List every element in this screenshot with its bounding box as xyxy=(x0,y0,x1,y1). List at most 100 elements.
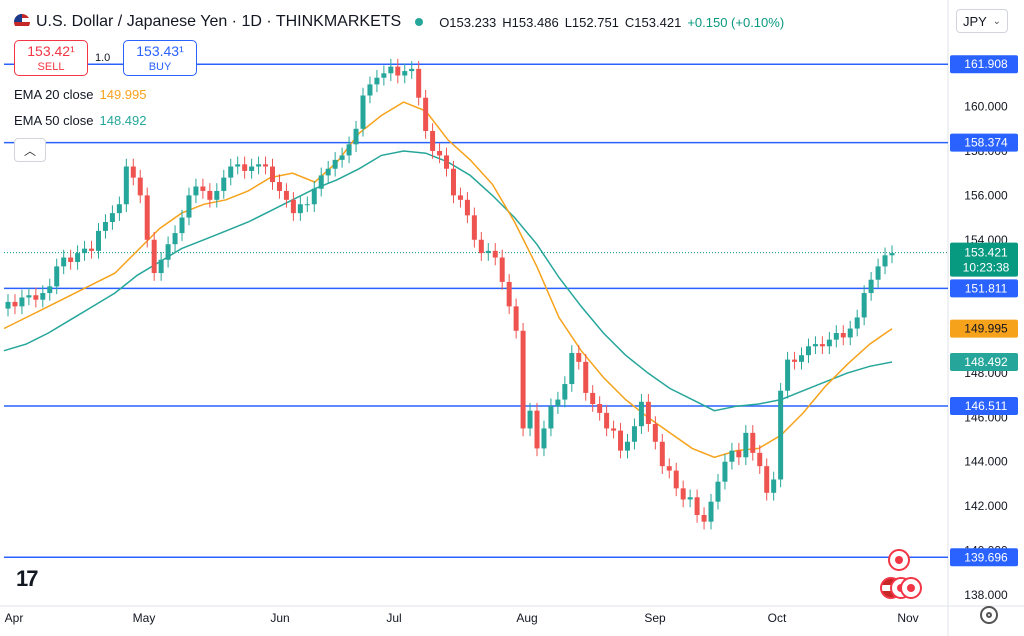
candle-body xyxy=(562,384,568,400)
candle-body xyxy=(5,301,11,309)
candle-body xyxy=(95,230,101,251)
tradingview-logo[interactable]: 17 xyxy=(16,566,39,591)
chart-header: U.S. Dollar / Japanese Yen · 1D · THINKM… xyxy=(14,10,784,34)
candle-body xyxy=(840,332,846,338)
candle-body xyxy=(743,432,749,458)
candle-body xyxy=(792,359,798,362)
candle-body xyxy=(109,213,115,223)
candle-body xyxy=(583,361,589,393)
level-price-label: 158.374 xyxy=(964,136,1008,150)
candle-body xyxy=(402,71,408,76)
candle-body xyxy=(757,452,763,467)
event-marker-icon[interactable] xyxy=(888,549,910,571)
collapse-legend-button[interactable]: ︿ xyxy=(14,138,46,162)
change-value: +0.150 (+0.10%) xyxy=(687,14,785,30)
candle-body xyxy=(283,190,289,200)
candle-body xyxy=(158,259,164,274)
candle-body xyxy=(290,199,296,214)
ohlc-values: O153.233 H153.486 L152.751 C153.421 +0.1… xyxy=(439,15,784,30)
ema50-line xyxy=(3,150,893,412)
candle-body xyxy=(673,470,679,489)
candle-body xyxy=(297,204,303,214)
chevron-down-icon: ⌄ xyxy=(992,15,1001,27)
settings-gear-icon[interactable] xyxy=(980,606,998,624)
candle-body xyxy=(826,339,832,347)
candle-body xyxy=(102,222,108,231)
candle-body xyxy=(40,293,46,300)
candle-body xyxy=(611,428,617,431)
candle-body xyxy=(130,166,136,178)
candle-body xyxy=(381,73,387,78)
level-price-tag xyxy=(950,279,1018,298)
candle-body xyxy=(423,97,429,132)
time-tick-label: Aug xyxy=(516,611,537,625)
candle-body xyxy=(569,352,575,385)
candle-body xyxy=(304,204,310,206)
candle-body xyxy=(235,164,241,167)
candle-body xyxy=(638,401,644,427)
candle-body xyxy=(207,190,213,200)
candle-body xyxy=(374,77,380,85)
price-tick-label: 138.000 xyxy=(964,588,1008,602)
candle-body xyxy=(597,404,603,413)
candle-body xyxy=(395,66,401,76)
countdown-label: 10:23:38 xyxy=(963,261,1010,275)
time-tick-label: May xyxy=(133,611,156,625)
ema20-label: EMA 20 close xyxy=(14,87,94,102)
level-price-tag xyxy=(950,55,1018,74)
candle-body xyxy=(771,479,777,493)
buy-label: BUY xyxy=(148,61,172,73)
candle-body xyxy=(270,166,276,183)
time-tick-label: Jul xyxy=(386,611,401,625)
time-tick-label: Nov xyxy=(897,611,918,625)
candle-body xyxy=(722,461,728,482)
ema50-legend[interactable]: EMA 50 close 148.492 xyxy=(14,113,147,128)
candle-body xyxy=(33,295,39,300)
candle-body xyxy=(882,255,888,267)
candle-body xyxy=(263,164,269,167)
last-price-label: 153.421 xyxy=(964,246,1008,260)
candle-body xyxy=(631,426,637,442)
candle-body xyxy=(889,253,895,256)
candle-body xyxy=(687,497,693,500)
buy-button[interactable]: 153.43¹ BUY xyxy=(123,40,197,76)
candle-body xyxy=(819,344,825,347)
candle-body xyxy=(555,399,561,407)
ema20-legend[interactable]: EMA 20 close 149.995 xyxy=(14,87,147,102)
level-price-tag xyxy=(950,133,1018,152)
candle-body xyxy=(416,68,422,98)
candle-body xyxy=(736,450,742,458)
price-tick-label: 160.000 xyxy=(964,100,1008,114)
candle-body xyxy=(812,344,818,347)
candle-body xyxy=(750,432,756,453)
currency-select[interactable]: JPY ⌄ xyxy=(956,9,1008,33)
candle-body xyxy=(868,279,874,294)
candle-body xyxy=(450,168,456,196)
time-tick-label: Jun xyxy=(270,611,289,625)
candle-body xyxy=(861,293,867,318)
symbol-title[interactable]: U.S. Dollar / Japanese Yen · 1D · THINKM… xyxy=(36,13,402,30)
candle-body xyxy=(360,95,366,129)
candle-body xyxy=(214,190,220,200)
candle-body xyxy=(186,195,192,218)
candle-body xyxy=(659,441,665,467)
sell-button[interactable]: 153.42¹ SELL xyxy=(14,40,88,76)
candle-body xyxy=(854,317,860,329)
candle-body xyxy=(47,286,53,294)
candle-body xyxy=(353,128,359,145)
candle-body xyxy=(325,168,331,176)
close-value: C153.421 xyxy=(624,14,682,30)
candle-body xyxy=(339,155,345,160)
candle-body xyxy=(708,501,714,522)
time-tick-label: Oct xyxy=(768,611,787,625)
candle-body xyxy=(123,166,129,205)
event-marker-icon[interactable] xyxy=(900,577,922,599)
sell-label: SELL xyxy=(37,61,65,73)
candle-body xyxy=(409,68,415,72)
candle-body xyxy=(318,175,324,189)
candle-body xyxy=(332,159,338,169)
candle-body xyxy=(89,248,95,251)
chevron-up-icon: ︿ xyxy=(23,143,36,158)
candle-body xyxy=(778,390,784,480)
